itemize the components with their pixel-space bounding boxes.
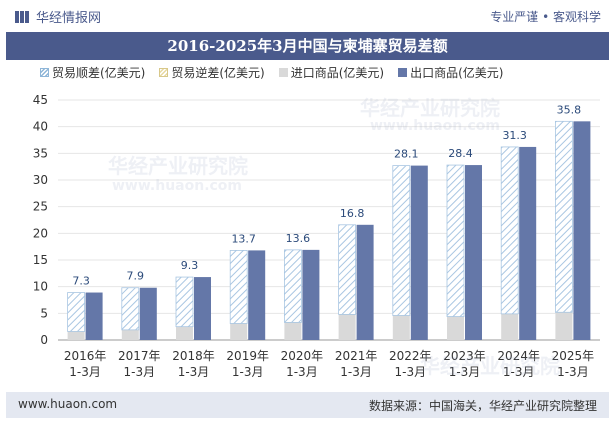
surplus-data-label: 31.3 [502,129,527,142]
export-bar [139,287,157,340]
chart-title: 2016-2025年3月中国与柬埔寨贸易差额 [167,37,448,55]
legend-item-import: 进口商品(亿美元) [278,64,385,81]
export-bar [465,165,482,340]
import-bar [67,331,85,340]
y-tick-label: 40 [33,120,48,134]
x-tick-label: 1-3月 [178,365,210,379]
legend-swatch-surplus [40,68,49,77]
x-tick-label: 1-3月 [449,365,481,379]
x-tick-label: 1-3月 [123,365,155,379]
import-bar [176,326,193,340]
y-tick-label: 25 [33,200,48,214]
surplus-data-label: 9.3 [181,259,199,272]
surplus-data-label: 28.4 [448,147,473,160]
bar-chart: 0 5 10 15 20 25 30 35 40 45 7.3 7.9 9.3 13.7 13.6 16.8… [33,93,600,379]
surplus-bar [338,224,357,315]
x-tick-label: 2021年 [335,349,378,363]
import-bar [447,316,464,340]
import-bar [284,322,302,340]
x-tick-label: 1-3月 [503,365,535,379]
export-bar [302,249,320,340]
legend-label-deficit: 贸易逆差(亿美元) [171,66,265,80]
x-axis: 2016年 1-3月 2017年 1-3月 2018年 1-3月 2019年 1-3月 2020… [64,349,594,379]
surplus-data-label: 7.9 [127,270,145,283]
y-tick-label: 15 [33,253,48,267]
brand-name: 华经情报网 [36,11,102,26]
footer-source: 数据来源：中国海关，华经产业研究院整理 [368,399,597,413]
x-tick-label: 1-3月 [286,365,318,379]
surplus-bar [500,146,519,315]
x-tick-label: 1-3月 [69,365,101,379]
x-tick-label: 2025年 [552,349,595,363]
legend-swatch-import [278,68,288,77]
y-tick-label: 5 [40,306,48,320]
import-bar [121,329,139,340]
legend-label-import: 进口商品(亿美元) [290,66,385,80]
x-tick-label: 1-3月 [557,365,589,379]
export-bar [356,224,374,340]
surplus-data-label: 13.7 [231,232,256,245]
x-tick-label: 2024年 [497,349,540,363]
top-bar: 华经情报网 专业严谨 • 客观科学 [0,0,615,32]
x-tick-label: 2022年 [389,349,432,363]
import-bar [555,312,573,340]
footer-website[interactable]: www.huaon.com [18,397,118,411]
data-labels: 7.3 7.9 9.3 13.7 13.6 16.8 28.1 28.4 31.3 35.8 [72,103,581,287]
legend-item-deficit: 贸易逆差(亿美元) [159,64,265,81]
x-tick-label: 1-3月 [232,365,264,379]
import-bar [501,313,519,340]
import-bar [230,323,248,340]
x-tick-label: 1-3月 [394,365,426,379]
surplus-bar [446,164,465,317]
import-bar [392,315,410,340]
x-tick-label: 2016年 [64,349,107,363]
export-bar [410,165,428,340]
import-bar [338,314,356,340]
x-tick-label: 2020年 [281,349,324,363]
legend-swatch-export [398,68,408,77]
surplus-data-label: 7.3 [72,275,90,288]
surplus-bar [392,165,411,316]
chart-legend: 贸易顺差(亿美元) 贸易逆差(亿美元) 进口商品(亿美元) 出口商品(亿美元) [40,64,504,81]
surplus-data-label: 13.6 [286,232,311,245]
y-axis: 0 5 10 15 20 25 30 35 40 45 [33,93,48,347]
surplus-data-label: 35.8 [557,103,582,116]
bars [67,120,591,340]
title-bar: 2016-2025年3月中国与柬埔寨贸易差额 [6,32,609,60]
surplus-bar [175,276,194,328]
legend-label-export: 出口商品(亿美元) [410,66,504,80]
surplus-bar [229,249,248,324]
x-tick-label: 2023年 [443,349,486,363]
surplus-data-label: 16.8 [340,207,365,220]
surplus-bar [283,249,302,323]
legend-item-export: 出口商品(亿美元) [398,64,504,81]
legend-item-surplus: 贸易顺差(亿美元) [40,64,145,81]
surplus-bar [121,287,140,331]
tagline: 专业严谨 • 客观科学 [490,10,601,24]
x-tick-label: 1-3月 [340,365,372,379]
surplus-bar [555,120,573,313]
surplus-data-label: 28.1 [394,148,419,161]
surplus-bar [67,292,85,332]
export-bar [248,250,266,340]
export-bar [194,277,211,340]
legend-label-surplus: 贸易顺差(亿美元) [52,66,146,80]
y-tick-label: 0 [40,333,48,347]
y-tick-label: 10 [33,280,48,294]
y-tick-label: 20 [33,226,48,240]
legend-swatch-deficit [159,68,169,77]
brand[interactable]: 华经情报网 [14,7,101,26]
export-bar [573,121,591,340]
y-tick-label: 35 [33,146,48,160]
huajing-logo-icon [15,10,29,23]
y-tick-label: 30 [33,173,48,187]
export-bar [85,292,103,340]
x-tick-label: 2017年 [118,349,161,363]
export-bar [519,146,537,340]
footer: www.huaon.com 数据来源：中国海关，华经产业研究院整理 [6,392,609,418]
x-tick-label: 2018年 [172,349,215,363]
x-tick-label: 2019年 [226,349,269,363]
y-tick-label: 45 [33,93,48,107]
